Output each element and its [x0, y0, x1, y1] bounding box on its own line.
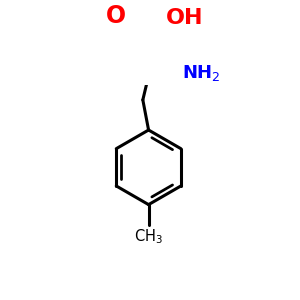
Text: NH$_2$: NH$_2$: [182, 63, 220, 83]
Text: O: O: [106, 4, 126, 28]
Text: OH: OH: [166, 8, 203, 28]
Text: CH$_3$: CH$_3$: [134, 227, 163, 245]
